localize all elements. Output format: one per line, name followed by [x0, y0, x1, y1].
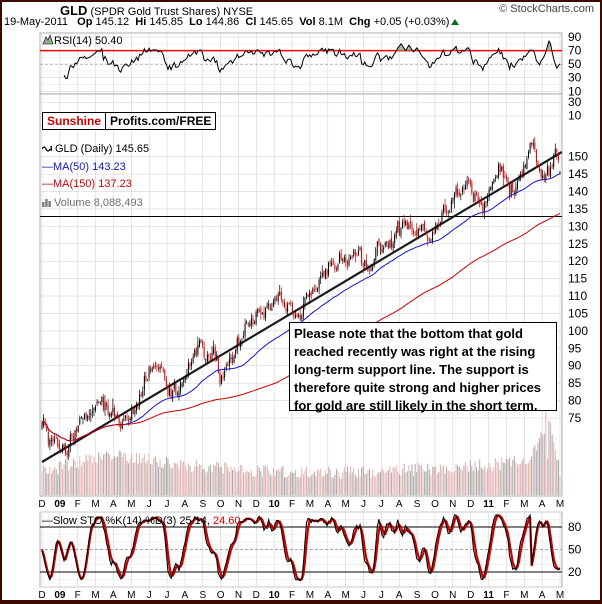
- svg-text:70: 70: [568, 44, 582, 58]
- svg-text:150: 150: [568, 150, 588, 164]
- svg-text:120: 120: [568, 254, 588, 268]
- svg-text:80: 80: [568, 394, 582, 408]
- svg-text:135: 135: [568, 202, 588, 216]
- svg-text:95: 95: [568, 341, 582, 355]
- svg-text:130: 130: [568, 219, 588, 233]
- svg-text:30: 30: [568, 95, 582, 109]
- svg-text:80: 80: [568, 520, 582, 534]
- svg-text:90: 90: [568, 30, 582, 44]
- svg-text:145: 145: [568, 167, 588, 181]
- svg-text:30: 30: [568, 71, 582, 85]
- svg-text:75: 75: [568, 411, 582, 425]
- svg-text:115: 115: [568, 272, 587, 286]
- svg-text:100: 100: [568, 324, 588, 338]
- svg-text:110: 110: [568, 289, 587, 303]
- svg-text:140: 140: [568, 185, 588, 199]
- svg-text:85: 85: [568, 376, 582, 390]
- svg-text:50: 50: [568, 543, 582, 557]
- svg-text:90: 90: [568, 359, 582, 373]
- svg-text:105: 105: [568, 306, 588, 320]
- svg-text:50: 50: [568, 57, 582, 71]
- svg-text:10: 10: [568, 109, 582, 123]
- svg-text:20: 20: [568, 565, 582, 579]
- svg-text:125: 125: [568, 237, 588, 251]
